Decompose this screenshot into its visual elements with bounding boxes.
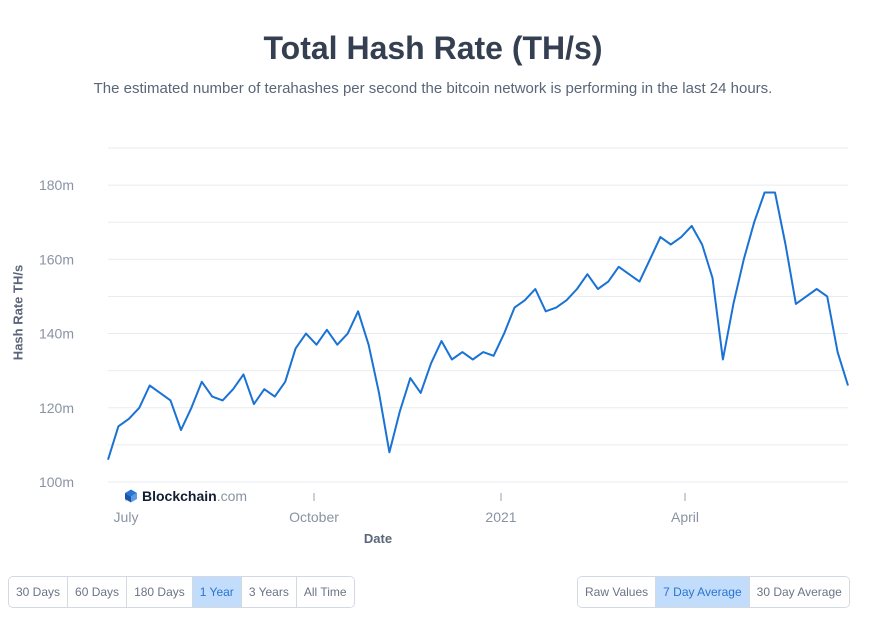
y-tick-label: 180m [39, 177, 74, 193]
x-tick-labels: July October 2021 April [114, 493, 699, 525]
raw-values-button[interactable]: Raw Values [578, 577, 657, 607]
y-tick-label: 120m [39, 400, 74, 416]
x-tick-label: 2021 [485, 509, 516, 525]
y-tick-label: 100m [39, 474, 74, 490]
range-180-days-button[interactable]: 180 Days [127, 577, 193, 607]
y-tick-label: 160m [39, 251, 74, 267]
x-tick-label: July [114, 509, 139, 525]
range-3-years-button[interactable]: 3 Years [241, 577, 297, 607]
y-tick-label: 140m [39, 326, 74, 342]
range-all-time-button[interactable]: All Time [296, 577, 354, 607]
brand-logo: Blockchain .com [124, 488, 247, 504]
grid-lines [108, 147, 848, 483]
30-day-average-button[interactable]: 30 Day Average [749, 577, 849, 607]
series-line [107, 191, 849, 460]
range-30-days-button[interactable]: 30 Days [9, 577, 69, 607]
chart-title: Total Hash Rate (TH/s) [263, 30, 603, 66]
cube-logo-icon [125, 489, 137, 503]
chart-subtitle: The estimated number of terahashes per s… [93, 80, 773, 97]
brand-tld: .com [216, 488, 248, 504]
range-selector: 30 Days 60 Days 180 Days 1 Year 3 Years … [8, 576, 355, 608]
range-60-days-button[interactable]: 60 Days [68, 577, 128, 607]
x-axis-label: Date [363, 531, 393, 546]
y-axis-label: Hash Rate TH/s [10, 264, 26, 361]
range-1-year-button[interactable]: 1 Year [192, 577, 242, 607]
x-tick-label: October [289, 509, 339, 525]
average-selector: Raw Values 7 Day Average 30 Day Average [577, 576, 850, 608]
x-tick-label: April [671, 509, 699, 525]
series-layer [107, 191, 849, 460]
y-tick-labels: 100m 120m 140m 160m 180m [39, 177, 74, 490]
7-day-average-button[interactable]: 7 Day Average [656, 577, 750, 607]
brand-name: Blockchain [142, 488, 217, 504]
